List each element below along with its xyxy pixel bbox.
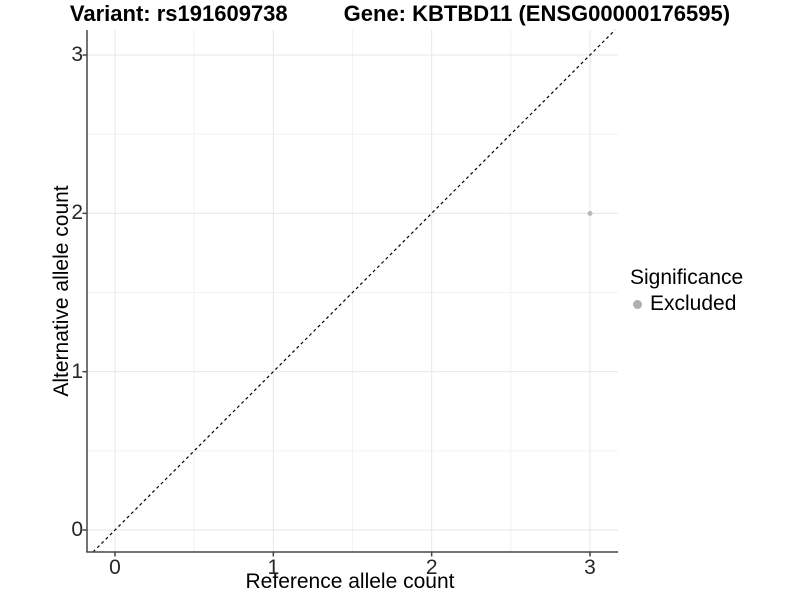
legend-entry-excluded: Excluded [630,292,743,316]
y-tick-label: 2 [71,201,83,225]
y-tick-label: 0 [71,518,83,541]
y-tick-label: 1 [71,359,83,383]
excluded-point-icon [633,299,642,309]
x-tick-label: 1 [267,556,280,579]
legend-entry-label: Excluded [650,292,737,315]
variant-title: Variant: rs191609738 [69,1,288,26]
y-tick-label: 3 [71,43,83,66]
legend: Significance Excluded [630,266,743,316]
reference-diagonal-line [92,29,616,553]
gene-title: Gene: KBTBD11 (ENSG00000176595) [343,1,731,26]
legend-title: Significance [630,266,744,289]
x-tick-label: 2 [425,556,438,579]
x-axis-label: Reference allele count [245,570,455,593]
x-tick-label: 0 [109,556,121,579]
plot-title: Variant: rs191609738 Gene: KBTBD11 (ENSG0… [0,1,800,27]
data-point-excluded [587,210,593,216]
x-tick-label: 3 [584,556,596,579]
